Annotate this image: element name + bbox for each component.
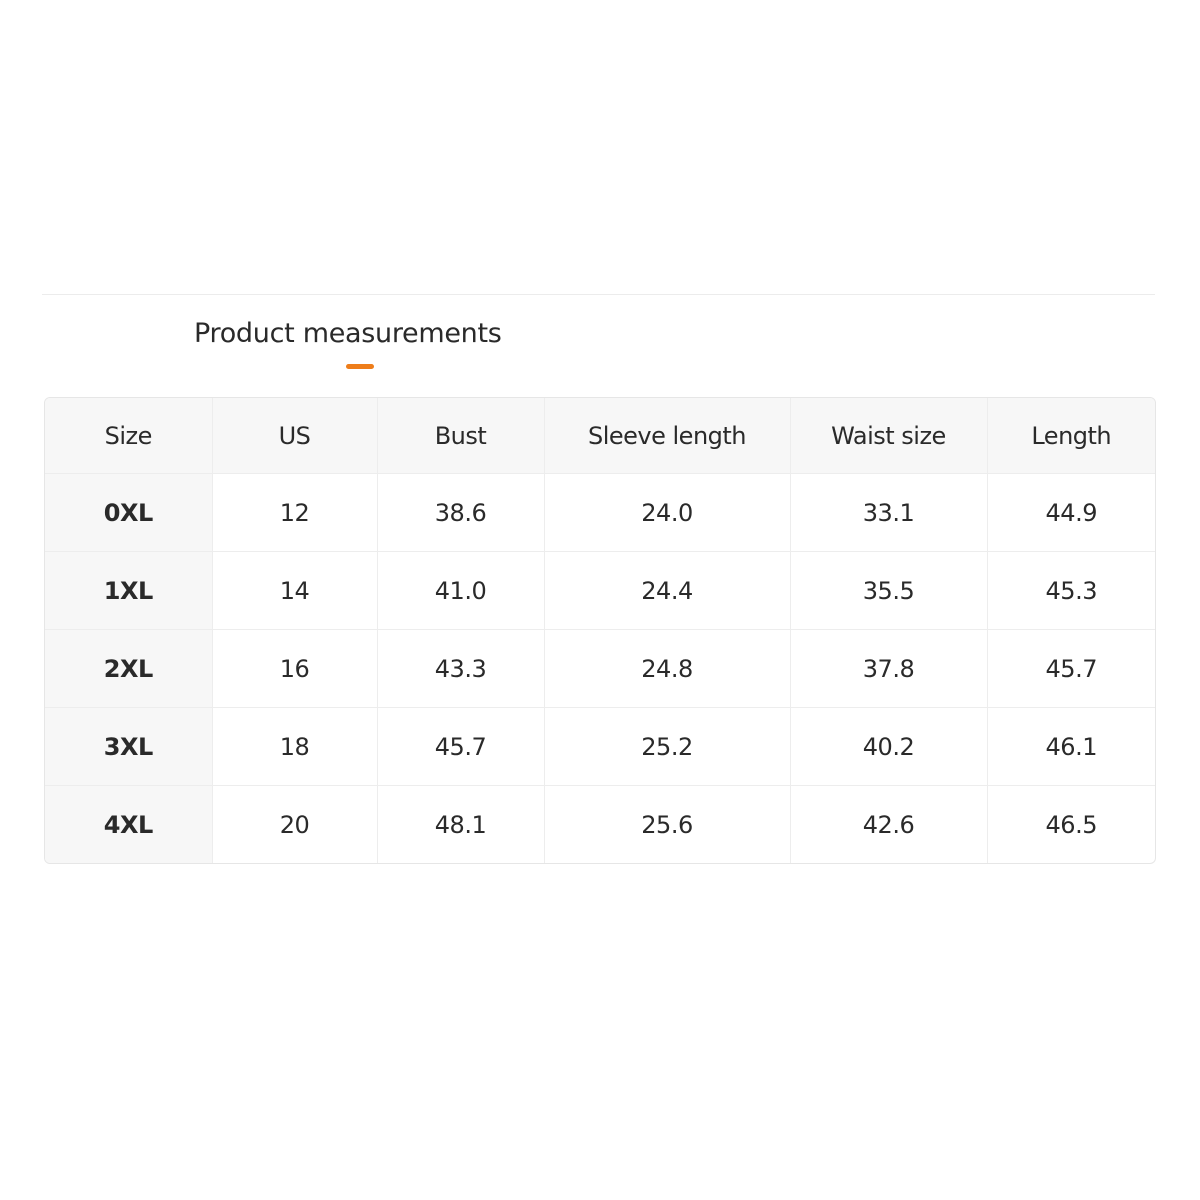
size-chart-table: Size US Bust Sleeve length Waist size Length …: [44, 397, 1156, 864]
section-title: Product measurements: [194, 318, 502, 349]
table-cell: 33.1: [790, 473, 988, 552]
column-header: US: [212, 398, 378, 474]
table-row: 3XL 18 45.7 25.2 40.2 46.1: [45, 707, 1155, 786]
table-cell: 25.2: [544, 707, 791, 786]
table-cell: 20: [212, 785, 378, 863]
size-cell: 2XL: [45, 629, 213, 708]
table-cell: 46.5: [1045, 810, 1098, 839]
table-cell: 24.8: [544, 629, 791, 708]
table-cell: 35.5: [790, 551, 988, 630]
size-cell: 4XL: [45, 785, 213, 863]
table-cell: 40.2: [790, 707, 988, 786]
column-header: Length: [987, 398, 1155, 474]
table-cell: 41.0: [377, 551, 545, 630]
table-cell: 42.6: [790, 785, 988, 863]
column-header: Size: [45, 398, 213, 474]
table-cell: 12: [212, 473, 378, 552]
table-cell: 25.6: [544, 785, 791, 863]
table-cell: 45.7: [377, 707, 545, 786]
size-cell: 1XL: [45, 551, 213, 630]
table-row: 1XL 14 41.0 24.4 35.5 45.3: [45, 551, 1155, 630]
table-cell: 14: [212, 551, 378, 630]
table-row: 0XL 12 38.6 24.0 33.1 44.9: [45, 473, 1155, 552]
table-cell: 44.9: [987, 473, 1155, 552]
table-cell: 24.0: [544, 473, 791, 552]
table-row: 4XL 20 48.1 25.6 42.6 46.5: [45, 785, 1155, 863]
size-cell: 3XL: [45, 707, 213, 786]
column-header: Sleeve length: [544, 398, 791, 474]
table-cell: 16: [212, 629, 378, 708]
column-header: Bust: [377, 398, 545, 474]
table-row: 2XL 16 43.3 24.8 37.8 45.7: [45, 629, 1155, 708]
table-cell: 37.8: [790, 629, 988, 708]
table-cell: 45.7: [987, 629, 1155, 708]
table-cell: 18: [212, 707, 378, 786]
table-header-row: Size US Bust Sleeve length Waist size Length: [45, 398, 1155, 474]
table-cell: 46.1: [987, 707, 1155, 786]
column-header: Waist size: [790, 398, 988, 474]
size-cell: 0XL: [45, 473, 213, 552]
table-cell: 43.3: [377, 629, 545, 708]
table-cell: 45.3: [987, 551, 1155, 630]
table-cell: 48.1: [377, 785, 545, 863]
table-cell: 24.4: [544, 551, 791, 630]
section-divider: [42, 294, 1155, 295]
table-cell: 38.6: [377, 473, 545, 552]
title-accent-bar: [346, 364, 374, 369]
